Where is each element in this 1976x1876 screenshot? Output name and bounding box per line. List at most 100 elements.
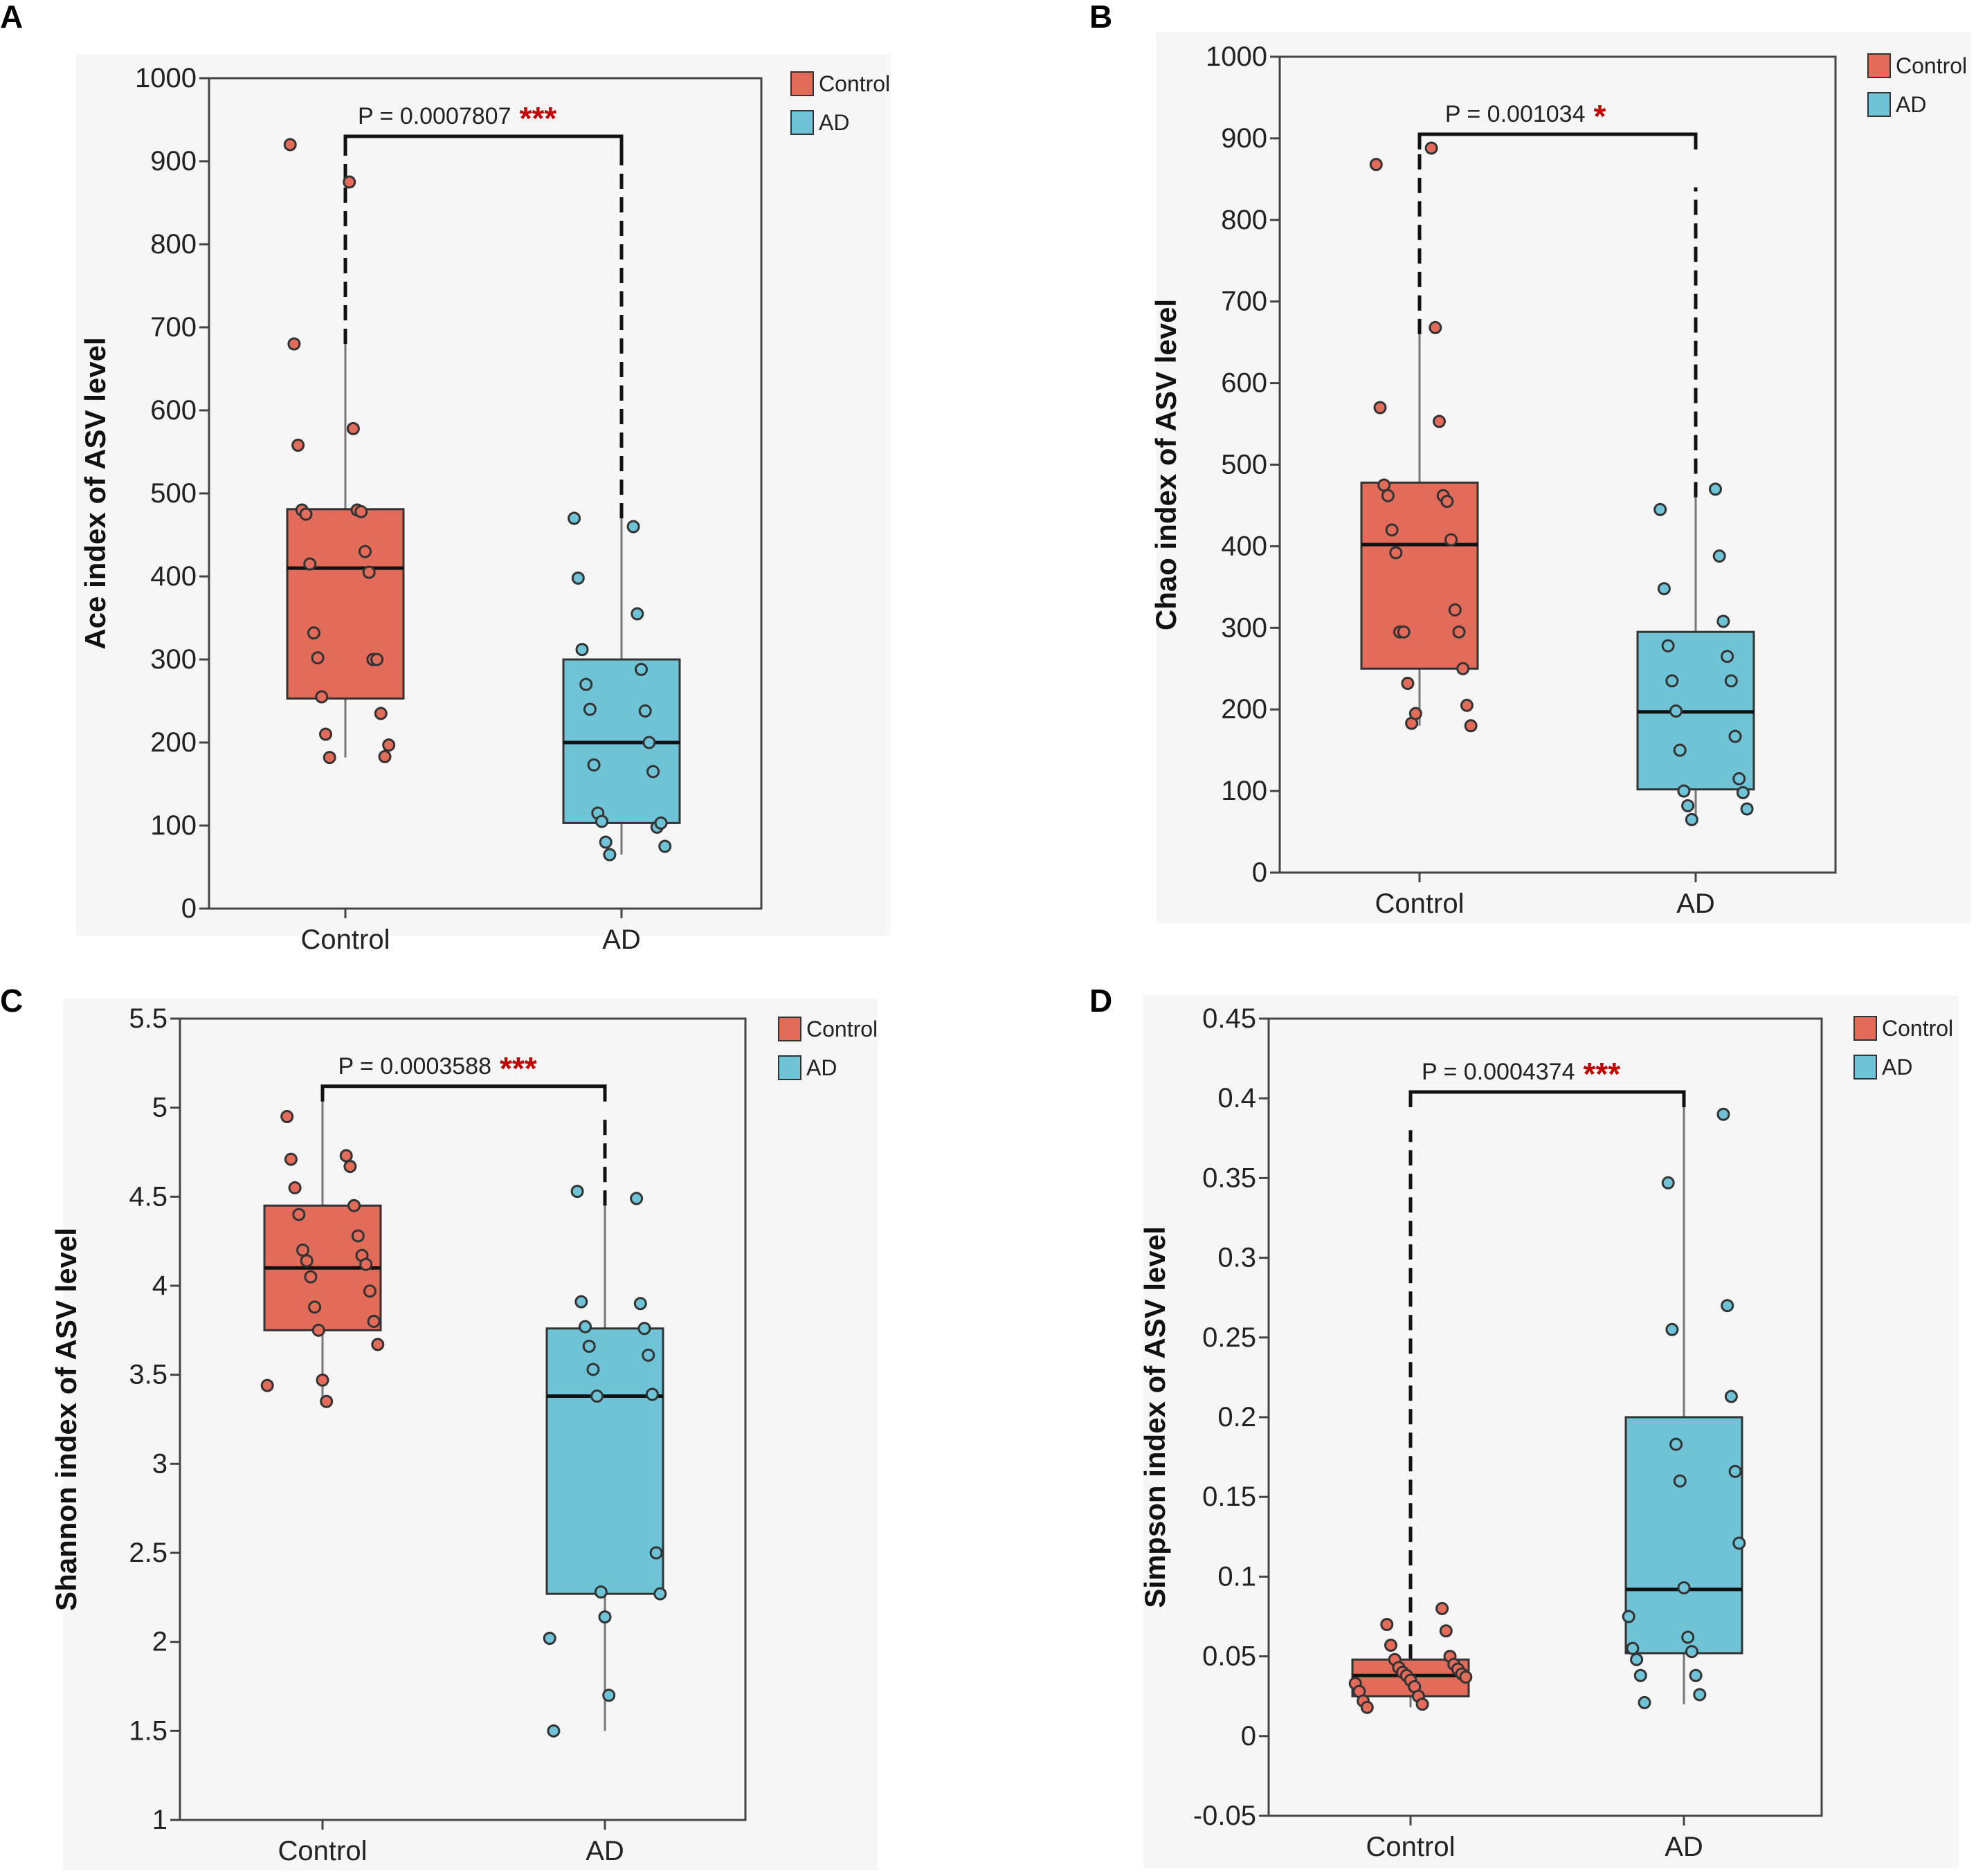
legend-swatch-ad [790, 110, 814, 135]
data-point [287, 337, 301, 351]
data-point [1456, 662, 1470, 675]
panel-background [76, 54, 891, 936]
data-point [304, 1270, 318, 1284]
legend-swatch-control [790, 71, 814, 96]
y-tick-label: 5 [152, 1093, 167, 1123]
data-point [1665, 674, 1679, 688]
x-tick-label: Control [1375, 889, 1465, 919]
y-tick-label: 700 [150, 312, 197, 343]
data-point [1435, 1601, 1449, 1615]
data-point [1377, 478, 1391, 492]
data-point [1360, 1700, 1374, 1714]
data-point [288, 1181, 302, 1194]
legend-label: AD [1896, 92, 1926, 117]
data-point [570, 1185, 584, 1199]
y-axis-label: Shannon index of ASV level [50, 1228, 82, 1611]
data-point [1721, 650, 1734, 664]
data-point [1681, 799, 1695, 812]
data-point [590, 1390, 604, 1403]
data-point [1669, 704, 1683, 718]
y-tick-label: 2.5 [129, 1538, 167, 1568]
box-control [260, 1086, 385, 1408]
data-point [378, 749, 392, 763]
data-point [575, 643, 589, 657]
data-point [1439, 1624, 1453, 1638]
data-point [1633, 1668, 1647, 1682]
legend-swatch-ad [1853, 1055, 1877, 1080]
y-tick-label: 0.45 [1202, 1003, 1256, 1034]
data-point [1384, 1638, 1397, 1652]
data-point [646, 765, 660, 778]
data-point [1689, 1668, 1703, 1682]
data-point [1665, 1322, 1679, 1336]
panel-letter: C [0, 983, 23, 1019]
data-point [579, 1320, 592, 1333]
x-tick-label: AD [586, 1836, 624, 1866]
panel-D: D -0.05 0 0.05 0.1 0.15 0.2 0.25 0.3 0.35 0.4 0.45 C… [1089, 983, 1959, 1868]
data-point [1673, 1474, 1687, 1488]
legend-label: AD [819, 110, 849, 135]
data-point [574, 1295, 588, 1309]
y-tick-label: 100 [150, 810, 197, 841]
box-ad [1636, 187, 1755, 826]
data-point [603, 848, 617, 862]
box-control [1360, 134, 1479, 733]
box-ad [562, 136, 681, 862]
data-point [308, 1300, 322, 1314]
y-tick-label: -0.05 [1193, 1801, 1256, 1831]
data-point [1693, 1688, 1707, 1702]
y-tick-label: 0 [1252, 857, 1267, 888]
y-tick-label: 0 [181, 893, 197, 924]
y-tick-label: 2 [152, 1627, 167, 1657]
data-point [346, 421, 360, 435]
y-tick-label: 0.1 [1217, 1561, 1256, 1592]
legend-swatch-ad [1867, 92, 1891, 117]
legend-swatch-ad [778, 1055, 801, 1080]
data-point [1721, 1299, 1734, 1313]
data-point [599, 835, 613, 849]
data-point [300, 1254, 314, 1268]
data-point [1389, 546, 1403, 560]
y-tick-label: 800 [150, 229, 197, 259]
data-point [343, 175, 356, 189]
data-point [1626, 1641, 1640, 1655]
significance-stars: *** [520, 100, 557, 136]
y-tick-label: 0.15 [1202, 1482, 1256, 1512]
data-point [311, 1323, 325, 1337]
data-point [347, 1199, 361, 1212]
panel-letter: D [1089, 983, 1112, 1019]
data-point [315, 690, 329, 704]
data-point [1415, 1697, 1429, 1711]
data-point [642, 1348, 655, 1362]
y-tick-label: 700 [1221, 286, 1267, 317]
data-point [371, 1338, 385, 1351]
data-point [543, 1632, 556, 1646]
y-tick-label: 200 [150, 727, 197, 758]
data-point [339, 1149, 353, 1163]
data-point [1740, 802, 1754, 816]
y-axis-label: Ace index of ASV level [79, 337, 111, 649]
data-point [299, 507, 313, 521]
y-tick-label: 0 [1241, 1721, 1256, 1751]
significance-stars: *** [500, 1050, 537, 1086]
legend-label: Control [806, 1017, 878, 1041]
y-tick-label: 100 [1221, 776, 1267, 806]
data-point [1369, 158, 1383, 172]
panel-background [63, 999, 878, 1870]
data-point [653, 1587, 667, 1601]
data-point [1716, 614, 1730, 628]
y-tick-label: 900 [1221, 123, 1267, 154]
y-tick-label: 3 [152, 1448, 167, 1479]
data-point [579, 677, 593, 691]
data-point [1685, 812, 1698, 826]
data-point [1716, 1107, 1730, 1121]
data-point [638, 704, 652, 718]
y-tick-label: 0.05 [1202, 1641, 1256, 1672]
data-point [637, 1322, 651, 1336]
data-point [320, 1394, 334, 1408]
data-point [343, 1160, 357, 1174]
data-point [1677, 784, 1691, 798]
y-tick-label: 800 [1221, 205, 1267, 235]
legend-label: AD [806, 1055, 837, 1080]
y-tick-label: 4 [152, 1271, 167, 1301]
